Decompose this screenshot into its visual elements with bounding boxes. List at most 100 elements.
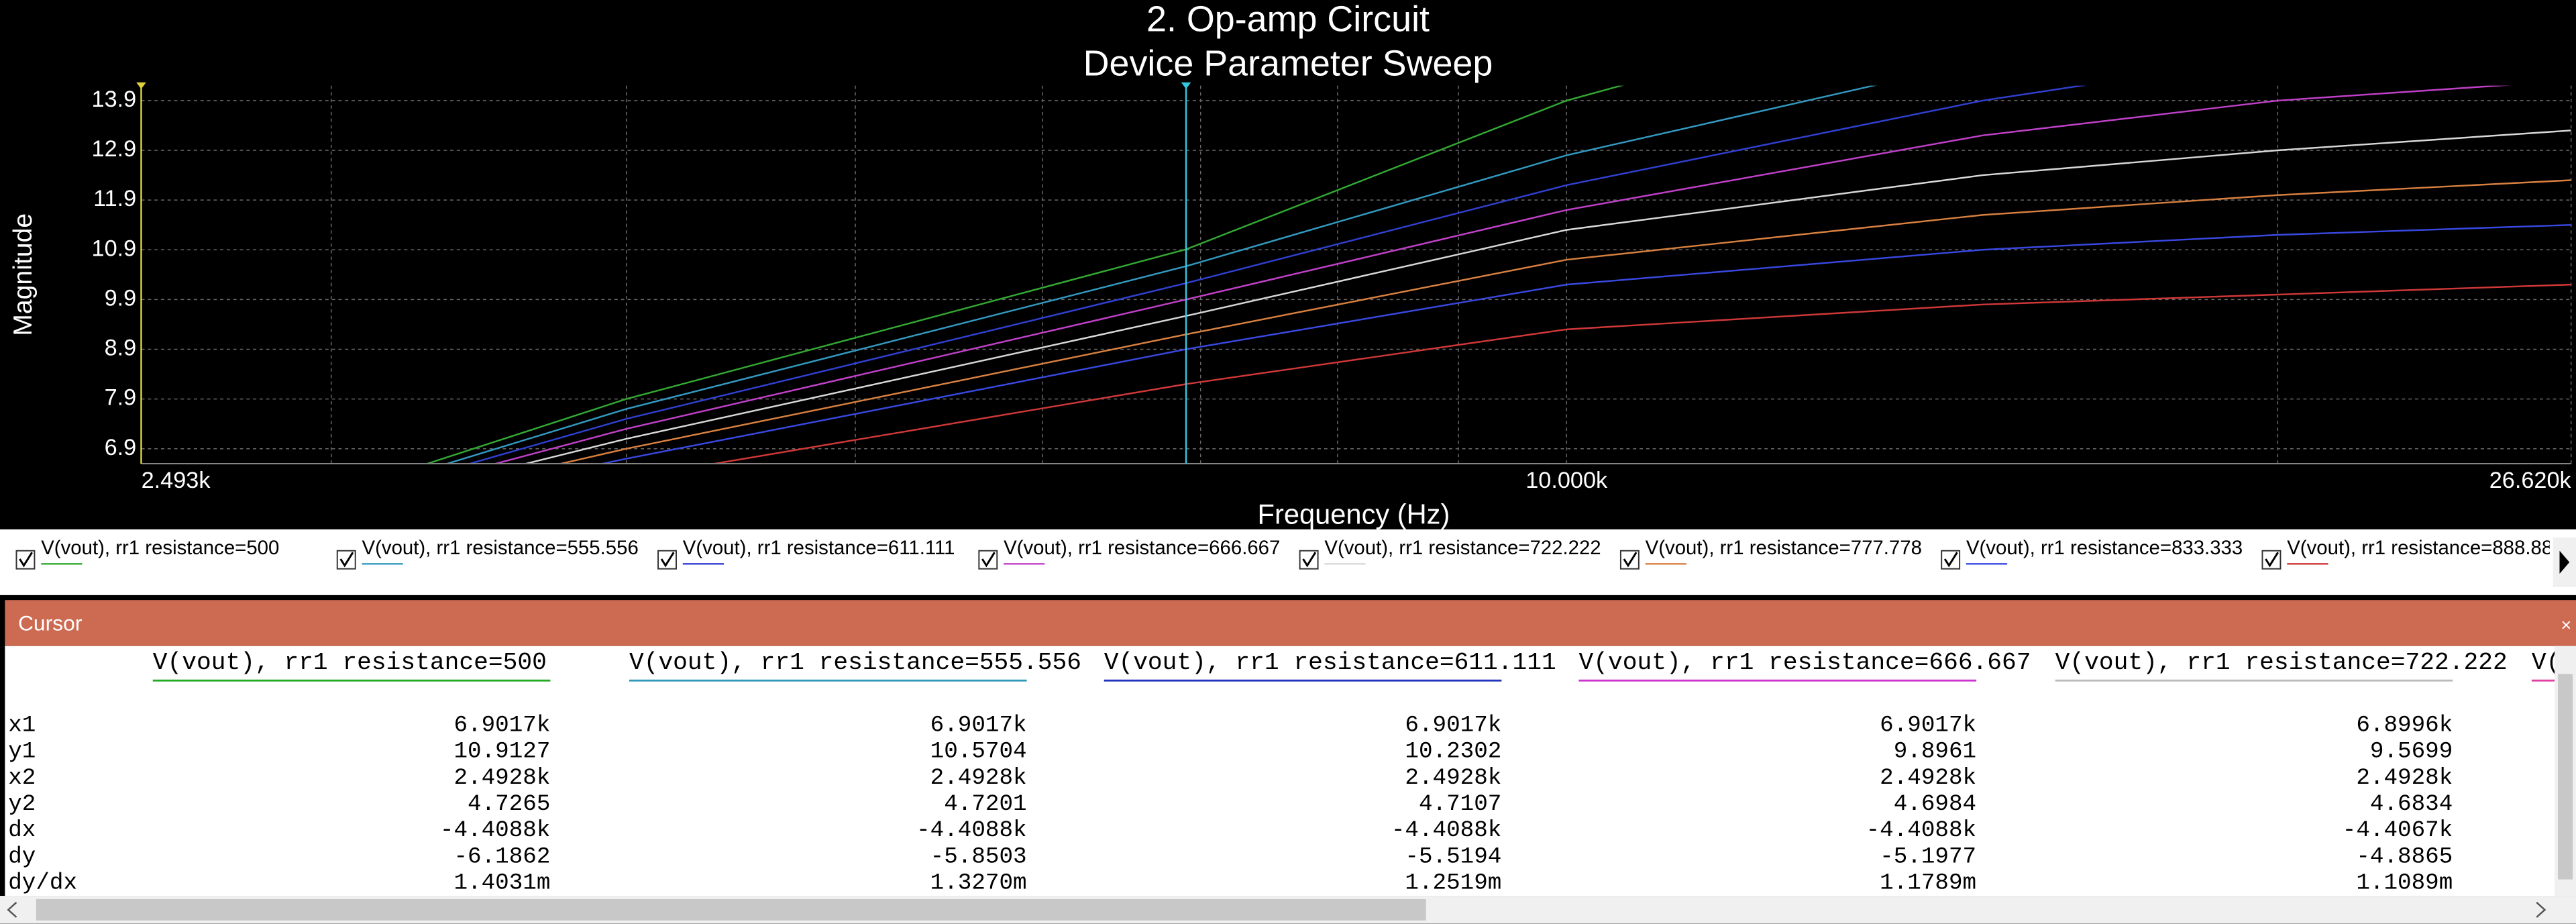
cell-value: -4.4088k: [916, 817, 1027, 843]
cell-value: -5.5194: [1405, 843, 1501, 870]
legend-label: V(vout), rr1 resistance=888.889: [2287, 537, 2563, 559]
cell-value: -5.8503: [930, 843, 1027, 870]
cursor-handle[interactable]: [136, 82, 146, 89]
legend-checkmark: [1943, 552, 1958, 568]
cell-value: 1.1089m: [2356, 870, 2453, 896]
column-header: V(vout), rr1 resistance=722.222: [2055, 649, 2508, 676]
cell-value: 6.8996k: [2356, 712, 2453, 738]
cell-value: -4.4088k: [1391, 817, 1502, 843]
vertical-scroll-thumb[interactable]: [2558, 674, 2573, 880]
legend-label: V(vout), rr1 resistance=666.667: [1004, 537, 1280, 559]
cursor-panel-title: Cursor: [18, 611, 83, 635]
series-line: [467, 85, 2087, 464]
x-axis-label: Frequency (Hz): [1258, 498, 1450, 529]
grid: [140, 85, 2572, 464]
chart-subtitle: Device Parameter Sweep: [1083, 44, 1493, 84]
legend-checkbox[interactable]: [1941, 550, 1961, 570]
column-header: V(vout), rr1 resistance=611.111: [1104, 649, 1556, 676]
x-tick-label: 10.000k: [1525, 468, 1608, 493]
legend: V(vout), rr1 resistance=500 V(vout), rr1 …: [15, 537, 2563, 570]
cell-value: 10.2302: [1405, 739, 1501, 765]
legend-scroll-arrow: [2559, 550, 2570, 574]
cell-value: 9.8961: [1894, 739, 1976, 765]
cell-value: 1.2519m: [1405, 870, 1501, 896]
horizontal-scroll-thumb[interactable]: [36, 899, 1426, 921]
row-label: x1: [8, 712, 36, 738]
column-header: V(vout), rr1 resistance=500: [153, 649, 547, 676]
cell-value: 6.9017k: [453, 712, 550, 738]
cell-value: -4.4088k: [1866, 817, 1977, 843]
y-tick-label: 11.9: [93, 186, 136, 211]
y-tick-label: 7.9: [105, 385, 137, 411]
chart-title: 2. Op-amp Circuit: [1146, 0, 1430, 39]
y-axis-label: Magnitude: [9, 213, 38, 336]
cell-value: 4.6984: [1894, 791, 1976, 817]
cell-value: 6.9017k: [1405, 712, 1501, 738]
cell-value: 6.9017k: [930, 712, 1027, 738]
cursor-table-background: [5, 646, 2576, 896]
scroll-left-arrow: [7, 901, 17, 918]
row-label: y2: [8, 791, 36, 817]
legend-background: [0, 529, 2576, 595]
x-tick-label: 26.620k: [2489, 468, 2572, 493]
series-line: [710, 283, 2571, 464]
cell-value: 2.4928k: [930, 765, 1027, 791]
cell-value: -4.4067k: [2343, 817, 2453, 843]
y-tick-label: 9.9: [105, 285, 137, 311]
cell-value: 4.6834: [2370, 791, 2453, 817]
cursor-panel-header: [5, 600, 2576, 646]
legend-label: V(vout), rr1 resistance=833.333: [1966, 537, 2243, 559]
cell-value: 2.4928k: [453, 765, 550, 791]
series-line: [444, 85, 1877, 464]
series-line: [492, 85, 2510, 464]
legend-checkmark: [1623, 552, 1638, 568]
cell-value: 4.7107: [1419, 791, 1501, 817]
y-tick-label: 13.9: [92, 87, 137, 112]
cell-value: 2.4928k: [1880, 765, 1976, 791]
plot-background: [0, 0, 2576, 529]
legend-checkmark: [660, 552, 675, 568]
series-line: [425, 85, 1624, 464]
cell-value: -5.1977: [1880, 843, 1976, 870]
column-header: V(vout), rr1 resistance=555.556: [629, 649, 1081, 676]
cell-value: 6.9017k: [1880, 712, 1976, 738]
series-line: [523, 130, 2571, 464]
legend-checkmark: [981, 552, 996, 568]
cell-value: 1.3270m: [930, 870, 1027, 896]
cell-value: 1.4031m: [453, 870, 550, 896]
legend-label: V(vout), rr1 resistance=555.556: [362, 537, 639, 559]
row-label: x2: [8, 765, 36, 791]
legend-checkmark: [2265, 552, 2279, 568]
cell-value: -4.8865: [2356, 843, 2453, 870]
legend-label: V(vout), rr1 resistance=611.111: [683, 537, 955, 559]
series-line: [557, 179, 2571, 464]
y-tick-label: 12.9: [92, 136, 137, 162]
cell-value: 2.4928k: [1405, 765, 1501, 791]
cell-value: 10.9127: [453, 739, 550, 765]
cell-value: 2.4928k: [2356, 765, 2453, 791]
y-tick-label: 6.9: [105, 435, 137, 460]
cell-value: -6.1862: [453, 843, 550, 870]
row-label: y1: [8, 739, 36, 765]
cell-value: 4.7201: [944, 791, 1026, 817]
y-tick-label: 10.9: [92, 236, 137, 261]
legend-label: V(vout), rr1 resistance=777.778: [1646, 537, 1922, 559]
cell-value: 1.1789m: [1880, 870, 1976, 896]
plot-lines: [425, 85, 2571, 464]
cursor-handle[interactable]: [1181, 82, 1191, 89]
scroll-right-arrow: [2536, 901, 2546, 918]
cell-value: 9.5699: [2370, 739, 2453, 765]
cell-value: 4.7265: [468, 791, 550, 817]
cursor-table: V(vout), rr1 resistance=500 V(vout), rr1 …: [8, 649, 2555, 896]
close-button[interactable]: ×: [2561, 615, 2571, 635]
legend-label: V(vout), rr1 resistance=500: [41, 537, 279, 559]
series-line: [598, 223, 2571, 464]
legend-label: V(vout), rr1 resistance=722.222: [1324, 537, 1601, 559]
y-tick-label: 8.9: [105, 336, 137, 361]
axes: 6.9 7.9 8.9 9.9 10.9 11.9 12.9 13.9 2.493k 10.000…: [92, 82, 2572, 493]
cell-value: -4.4088k: [440, 817, 551, 843]
cell-value: 10.5704: [930, 739, 1027, 765]
row-label: dy: [8, 843, 36, 870]
